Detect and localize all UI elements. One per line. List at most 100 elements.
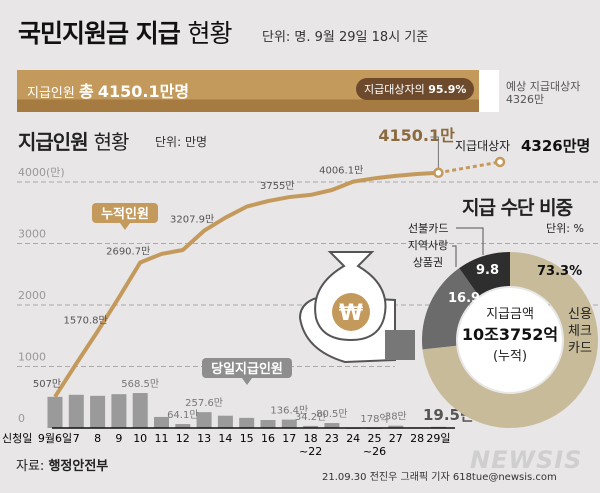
donut-center-line3: (누적): [493, 349, 527, 364]
note-line2: 4326만: [506, 93, 545, 106]
bar-daily: [175, 424, 191, 428]
ratio-value: 95.9%: [428, 83, 467, 96]
donut-center-line1: 지급금액: [486, 307, 534, 322]
page-title: 국민지원금 지급 현황: [18, 14, 232, 50]
section-title: 지급인원 현황: [18, 126, 130, 155]
bar-daily: [90, 395, 106, 428]
x-tick-label: 23: [325, 432, 339, 445]
slice-value: 9.8: [476, 263, 499, 278]
x-tick-label: 27: [389, 432, 403, 445]
x-tick-label: 13: [197, 432, 211, 445]
callout-cumulative-pointer: [120, 223, 130, 230]
donut-unit: 단위: %: [546, 222, 584, 235]
y-tick-label: 1000: [18, 351, 46, 364]
leader-line: [430, 136, 439, 168]
point-latest: [433, 167, 444, 179]
slice-value: 16.9: [448, 291, 480, 306]
point-projection: [494, 156, 506, 168]
credit: 21.09.30 전진우 그래픽 기자 618tue@newsis.com: [322, 472, 557, 483]
expected-note: 예상 지급대상자 4326만: [506, 80, 580, 106]
x-tick-label: 18: [304, 432, 318, 445]
x-tick-label: 28: [410, 432, 424, 445]
x-tick-label: 10: [133, 432, 147, 445]
x-tick-label: ~22: [299, 445, 322, 458]
bar-label: 136.4만: [270, 405, 308, 417]
projection-label: 지급대상자: [455, 139, 510, 153]
slice-label: 상품권: [413, 256, 443, 269]
bar-label: 257.6만: [185, 397, 223, 409]
section-title-light: 현황: [93, 130, 130, 154]
bar-label: 80.5만: [316, 408, 347, 420]
x-tick-label: 12: [176, 432, 190, 445]
line-label: 3207.9만: [170, 214, 214, 226]
summary-total: 4150.1만명: [97, 82, 190, 101]
x-tick-label: 7: [73, 432, 80, 445]
bar-daily: [132, 393, 148, 428]
y-tick-label: 4000(만): [18, 166, 65, 179]
source: 자료: 행정안전부: [16, 455, 108, 474]
x-tick-label: 25: [368, 432, 382, 445]
x-tick-label: 15: [240, 432, 254, 445]
x-tick-label: 8: [94, 432, 101, 445]
x-tick-label: 14: [218, 432, 232, 445]
callout-daily-pointer: [242, 378, 252, 385]
bar-label: 178억: [360, 413, 388, 425]
donut-hole: [458, 288, 562, 392]
x-tick-label: 29일: [426, 431, 450, 445]
title-light: 현황: [187, 19, 232, 48]
bar-label: 568.5만: [121, 378, 159, 390]
x-tick-label: 11: [155, 432, 169, 445]
donut-title: 지급 수단 비중: [462, 197, 573, 219]
section-unit: 단위: 만명: [155, 135, 208, 149]
line-label: 3755만: [260, 180, 295, 192]
x-tick-label: 17: [282, 432, 296, 445]
bar-daily: [154, 416, 169, 428]
source-value: 행정안전부: [48, 459, 109, 474]
donut-slice: [422, 252, 598, 428]
callout-daily: [202, 358, 292, 378]
x-tick-label: 16: [261, 432, 275, 445]
x-tick-label: 24: [346, 432, 360, 445]
title-bold: 국민지원금 지급: [18, 19, 181, 48]
ratio-badge: 지급대상자의 95.9%: [356, 78, 475, 100]
newsis-logo: NEWSIS: [470, 446, 583, 474]
projection-value: 4326만명: [521, 137, 590, 155]
line-label: 4006.1만: [319, 165, 363, 177]
y-tick-label: 2000: [18, 289, 46, 302]
x-tick-label: 9월6일: [38, 431, 72, 445]
svg-text:₩: ₩: [339, 301, 363, 326]
line-projection: [438, 160, 501, 175]
bar-label: 38만: [385, 411, 407, 423]
line-label: 507만: [33, 378, 61, 390]
note-line1: 예상 지급대상자: [506, 80, 581, 93]
callout-cumulative: [92, 203, 158, 223]
summary-text: 지급인원 총 4150.1만명: [27, 78, 189, 102]
x-tick-label: ~26: [363, 445, 386, 458]
slice-label: 지역사랑: [408, 239, 448, 252]
donut-slice: [421, 268, 479, 350]
bar-daily: [196, 412, 212, 428]
ratio-label: 지급대상자의: [364, 83, 425, 96]
slice-label: 선불카드: [408, 222, 448, 235]
slice-value: 73.3%: [537, 264, 582, 279]
section-title-bold: 지급인원: [18, 130, 89, 154]
x-tick-label: 9: [115, 432, 122, 445]
money-bag-icon: ₩: [298, 251, 415, 364]
slice-label: 체크: [568, 324, 592, 339]
bar-label: 64.1만: [167, 409, 198, 421]
y-tick-label: 0: [18, 412, 25, 425]
source-label: 자료:: [16, 459, 45, 474]
bar-daily: [260, 420, 276, 428]
bar-daily: [239, 417, 255, 428]
callout-daily-text: 당일지급인원: [211, 361, 283, 377]
bar-daily: [303, 425, 319, 428]
line-label: 2690.7만: [106, 246, 150, 258]
bar-daily: [111, 394, 127, 428]
bar-label: 34.2만: [295, 411, 326, 423]
donut-slice: [459, 252, 510, 296]
subtitle: 단위: 명. 9월 29일 18시 기준: [262, 30, 429, 45]
summary-prefix: 총: [78, 82, 94, 101]
slice-label: 신용: [568, 307, 592, 322]
slice-label: 카드: [568, 341, 592, 356]
x-axis-label: 신청일: [2, 431, 32, 445]
